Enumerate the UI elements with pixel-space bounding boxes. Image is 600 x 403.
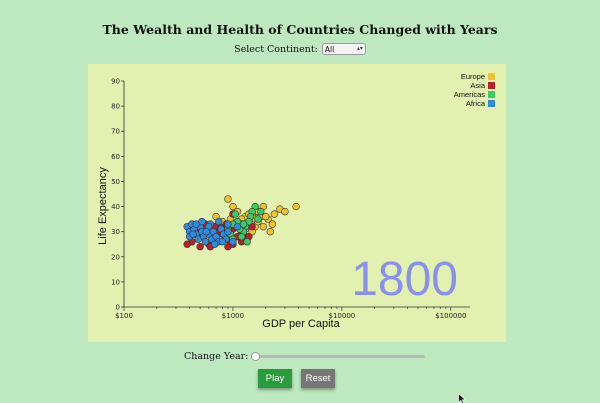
data-point (233, 222, 242, 231)
y-tick-label: 70 (111, 128, 120, 136)
select-arrows-icon: ▴▾ (356, 45, 363, 52)
data-point (270, 210, 279, 218)
data-point (214, 217, 223, 226)
continent-label: Select Continent: (234, 43, 318, 55)
data-point (210, 240, 219, 248)
year-label: Change Year: (184, 350, 249, 362)
x-tick-label: $10000 (329, 312, 356, 320)
data-point (198, 217, 206, 226)
data-point (266, 227, 274, 236)
data-point (231, 210, 239, 218)
data-point (196, 243, 204, 251)
data-point (292, 202, 300, 211)
legend-label: Europe (461, 72, 485, 81)
y-tick-label: 90 (111, 78, 120, 86)
y-tick-label: 40 (111, 203, 120, 211)
mouse-cursor-icon (458, 393, 467, 403)
y-tick-label: 50 (111, 178, 120, 186)
page-title: The Wealth and Health of Countries Chang… (102, 22, 498, 37)
chart-panel: 1800 0 10 20 30 40 50 60 70 80 90 $100 $1000 $10000 $1… (88, 64, 506, 342)
legend-label: Africa (466, 99, 486, 108)
data-point (224, 227, 232, 236)
continent-select-value: All (324, 44, 335, 54)
data-point (189, 230, 197, 238)
data-point (243, 238, 251, 246)
data-point (237, 232, 246, 241)
scatter-chart: 1800 0 10 20 30 40 50 60 70 80 90 $100 $1000 $10000 $1… (97, 72, 495, 330)
x-tick-label: $1000 (222, 312, 244, 320)
y-tick-label: 20 (111, 253, 120, 261)
year-slider-thumb[interactable] (251, 351, 261, 361)
legend-label: Americas (454, 90, 486, 99)
data-point (268, 220, 277, 228)
legend-swatch (488, 91, 495, 98)
data-point (229, 238, 237, 246)
data-point (229, 202, 237, 211)
year-slider[interactable] (251, 351, 426, 361)
legend-swatch (488, 100, 495, 107)
legend-label: Asia (470, 81, 485, 90)
play-button[interactable]: Play (258, 369, 292, 388)
data-point (281, 207, 289, 216)
year-display: 1800 (351, 253, 458, 306)
y-axis-label: Life Expectancy (97, 167, 109, 245)
data-point (259, 222, 268, 231)
data-point (183, 240, 191, 248)
y-tick-label: 60 (111, 153, 120, 161)
data-point (254, 215, 262, 223)
data-point (201, 238, 210, 246)
x-tick-label: $100 (115, 312, 133, 320)
data-point (262, 212, 270, 221)
x-axis-label: GDP per Capita (262, 318, 340, 330)
data-point (224, 220, 232, 228)
data-point (202, 227, 211, 236)
data-point (224, 195, 232, 203)
y-tick-label: 0 (116, 304, 120, 312)
continent-filter: Select Continent: All ▴▾ (0, 43, 600, 55)
continent-select[interactable]: All ▴▾ (321, 43, 366, 55)
data-point (218, 238, 227, 246)
legend-swatch (488, 73, 495, 80)
y-tick-label: 80 (111, 103, 120, 111)
y-tick-label: 10 (111, 278, 120, 286)
series-africa (183, 217, 242, 248)
legend-swatch (488, 82, 495, 89)
reset-button[interactable]: Reset (301, 369, 335, 388)
year-control: Change Year: (184, 350, 426, 362)
data-point (257, 207, 265, 216)
y-tick-label: 30 (111, 228, 120, 236)
x-tick-label: $100000 (435, 312, 466, 320)
